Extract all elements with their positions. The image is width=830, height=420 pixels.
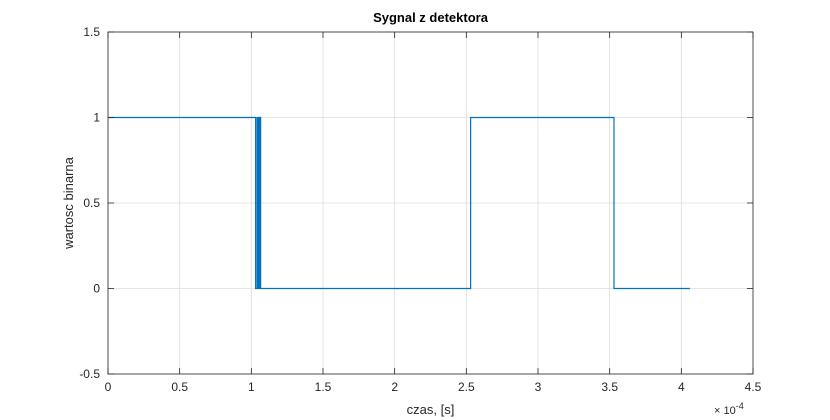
x-exponent-power: -4 — [736, 401, 744, 411]
y-tick-label: 0.5 — [83, 196, 100, 210]
x-axis-label: czas, [s] — [407, 402, 455, 417]
x-tick-label: 2 — [391, 380, 398, 394]
x-tick-label: 0 — [105, 380, 112, 394]
y-tick-label: 1.5 — [83, 25, 100, 39]
y-tick-label: -0.5 — [79, 367, 100, 381]
y-axis-label: wartosc binarna — [61, 156, 76, 250]
x-tick-label: 0.5 — [171, 380, 188, 394]
x-tick-label: 3 — [535, 380, 542, 394]
y-tick-label: 0 — [93, 282, 100, 296]
x-exponent-label: × 10-4 — [714, 401, 744, 417]
ticks: 0 0.5 1 1.5 2 2.5 3 3.5 4 4.5 -0.5 0 0.5 1 1.5 — [79, 25, 761, 394]
x-tick-label: 2.5 — [458, 380, 475, 394]
x-exponent-base: × 10 — [714, 405, 736, 417]
x-tick-label: 1.5 — [315, 380, 332, 394]
x-tick-label: 3.5 — [601, 380, 618, 394]
x-tick-label: 4 — [678, 380, 685, 394]
series-layer — [108, 116, 690, 290]
x-tick-label: 4.5 — [745, 380, 762, 394]
chart-title: Sygnal z detektora — [373, 10, 489, 25]
series-line — [108, 116, 690, 290]
y-tick-label: 1 — [93, 111, 100, 125]
x-tick-label: 1 — [248, 380, 255, 394]
